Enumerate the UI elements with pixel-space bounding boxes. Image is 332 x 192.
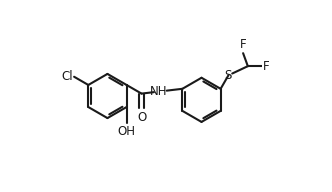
- Text: Cl: Cl: [61, 70, 73, 83]
- Text: O: O: [137, 111, 146, 124]
- Text: S: S: [225, 69, 232, 82]
- Text: F: F: [240, 38, 246, 51]
- Text: F: F: [263, 60, 270, 73]
- Text: NH: NH: [150, 85, 167, 98]
- Text: OH: OH: [118, 125, 135, 137]
